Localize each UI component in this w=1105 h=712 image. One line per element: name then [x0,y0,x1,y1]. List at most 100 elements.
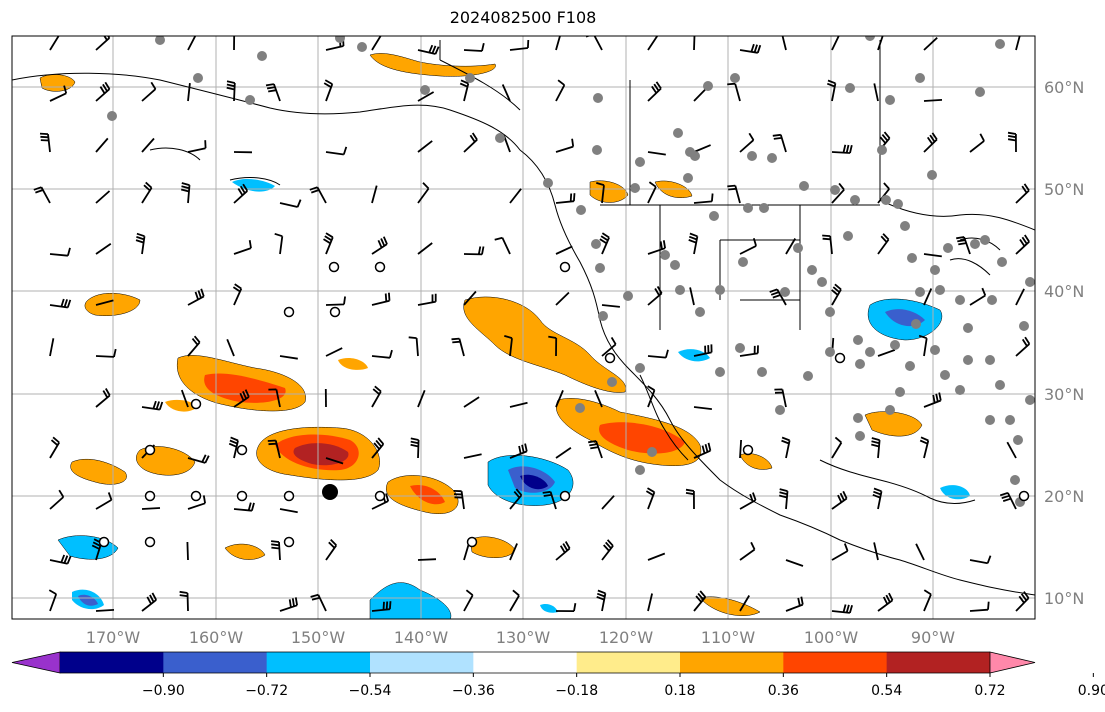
station-dot [907,253,917,263]
station-markers [98,36,1035,548]
station-dot [1019,321,1029,331]
station-dot [715,367,725,377]
wind-barb [410,437,420,459]
station-dot [675,285,685,295]
wind-barb [179,590,189,612]
station-dot [623,291,633,301]
station-dot [709,211,719,221]
wind-barb [279,508,298,514]
wind-barb [417,389,426,408]
station-dot [607,377,617,387]
calm-station [742,444,754,456]
wind-barb [969,133,985,153]
wind-barb [95,299,114,306]
colorbar-tick-label: −0.72 [245,683,288,699]
station-dot [853,413,863,423]
wind-barb [647,81,662,102]
station-dot [927,170,937,180]
station-dot [900,221,910,231]
station-dot [757,367,767,377]
station-dot [747,151,757,161]
wind-barb [785,559,804,567]
colorbar-tick-label: 0.54 [871,683,902,699]
wind-barb [1015,234,1030,255]
wind-barb [325,347,343,357]
wind-barb [310,593,327,612]
wind-barb [463,453,482,459]
wind-barb [873,542,879,561]
map-title: 2024082500 F108 [449,8,597,27]
wind-barb [141,137,155,153]
station-dot [1010,475,1020,485]
station-dot [963,323,973,333]
station-dot [495,133,505,143]
latitude-labels: 60°N 50°N 40°N 30°N 20°N 10°N [1044,78,1084,608]
wind-barb [915,543,925,561]
wind-barb [594,390,603,408]
station-dot [695,307,705,317]
station-dot [635,363,645,373]
wind-barb [95,492,113,510]
wind-barb [1015,36,1021,51]
wind-barb [693,36,696,51]
wind-barb [596,182,605,204]
wind-barb [739,132,755,153]
wind-barb [693,144,711,153]
wind-barb [739,541,756,561]
station-dot [730,73,740,83]
wind-barb [509,589,520,612]
wind-barb [969,601,990,612]
station-dot [855,431,865,441]
wind-barb [822,234,833,255]
colorbar-segment [783,652,888,673]
wind-barb [233,183,249,204]
wind-barb [494,236,511,255]
calm-station [190,398,202,410]
wind-barb [309,186,327,204]
wind-barb [371,385,382,408]
station-dot [915,73,925,83]
calm-station [190,490,202,502]
wind-barb [459,79,470,102]
station-dot [955,295,965,305]
wind-barb [685,488,695,510]
anomaly-shading [39,53,970,619]
wind-barb [871,437,881,459]
wind-barb [279,597,298,612]
map-frame [11,35,1036,620]
wind-barb [739,595,750,612]
wind-barb [769,288,787,306]
wind-barb [831,283,842,306]
wind-barb [739,345,759,357]
wind-barb [371,292,391,306]
calm-station [144,490,156,502]
station-dot [895,387,905,397]
wind-barb [226,80,236,102]
station-dot [799,181,809,191]
wind-barb [509,188,522,204]
wind-barb [463,42,485,52]
wind-barb [371,349,393,359]
calm-station [559,261,571,273]
longitude-labels: 170°W 160°W 150°W 140°W 130°W 120°W 110°W 100°W… [86,628,955,647]
wind-barb [826,79,837,102]
wind-barb [693,87,708,102]
wind-barb [371,36,382,51]
wind-barb [727,82,741,102]
lat-label: 60°N [1044,78,1084,97]
wind-barb [228,436,239,459]
calm-station [329,306,341,318]
wind-barb [919,436,930,459]
station-dot [595,263,605,273]
wind-barb [877,233,890,255]
wind-barb [279,199,302,208]
wind-barb [555,79,566,102]
station-dot [940,370,950,380]
station-dot [591,239,601,249]
wind-barb [601,304,620,308]
colorbar-tick-label: −0.54 [349,683,392,699]
station-dot [1005,415,1015,425]
wind-barb [1015,591,1030,612]
calm-station [236,490,248,502]
station-dot [738,257,748,267]
